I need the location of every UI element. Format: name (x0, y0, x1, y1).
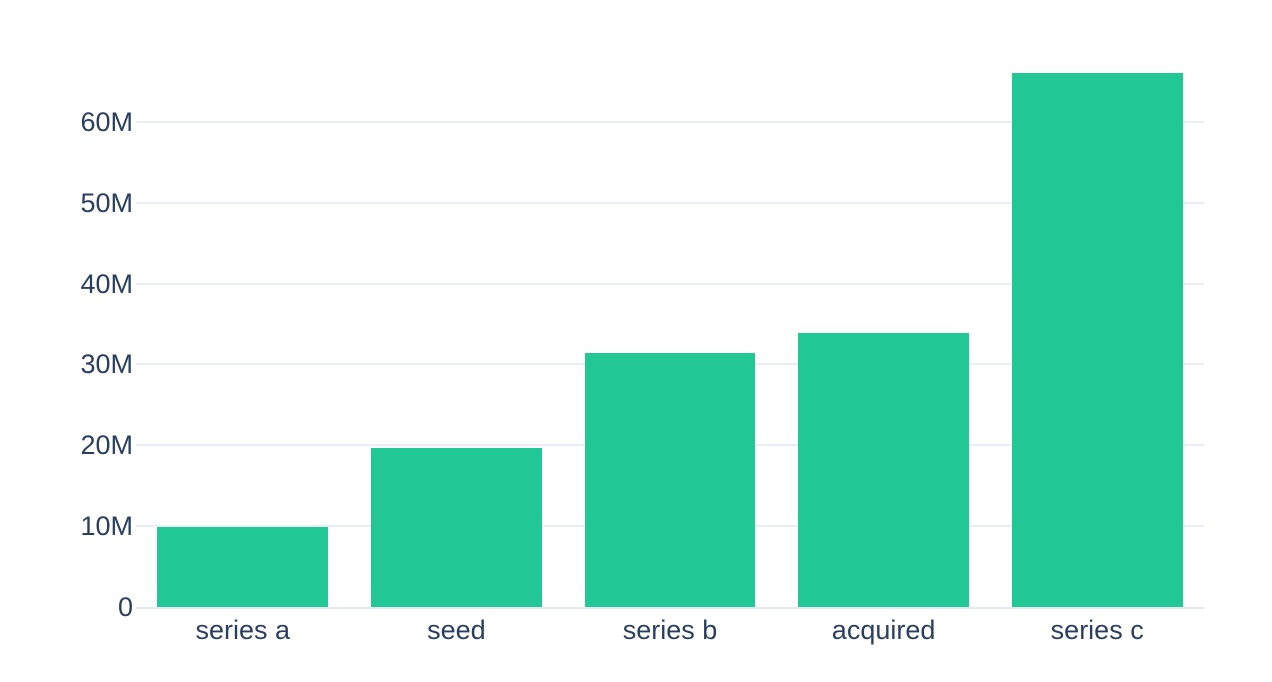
y-tick-label-40M: 40M (80, 268, 133, 299)
y-tick-label-60M: 60M (80, 106, 133, 137)
x-tick-label-series-b: series b (622, 615, 718, 645)
y-tick-label-10M: 10M (80, 511, 133, 542)
x-tick-label-seed: seed (427, 615, 486, 645)
bar-series-a (157, 526, 329, 607)
gridline-50M (136, 201, 1204, 204)
y-tick-label-30M: 30M (80, 349, 133, 380)
gridline-40M (136, 282, 1204, 285)
gridline-60M (136, 120, 1204, 123)
bar-seed (370, 447, 542, 607)
x-axis-line (136, 607, 1204, 609)
x-tick-label-series-c: series c (1050, 615, 1144, 645)
bar-series-b (584, 353, 756, 607)
bar-acquired (798, 332, 970, 607)
x-tick-label-series-a: series a (195, 615, 291, 645)
bar-series-c (1011, 73, 1183, 607)
y-tick-label-20M: 20M (80, 430, 133, 461)
y-tick-label-50M: 50M (80, 187, 133, 218)
y-tick-label-0: 0 (117, 592, 133, 622)
x-tick-label-acquired: acquired (831, 615, 936, 645)
